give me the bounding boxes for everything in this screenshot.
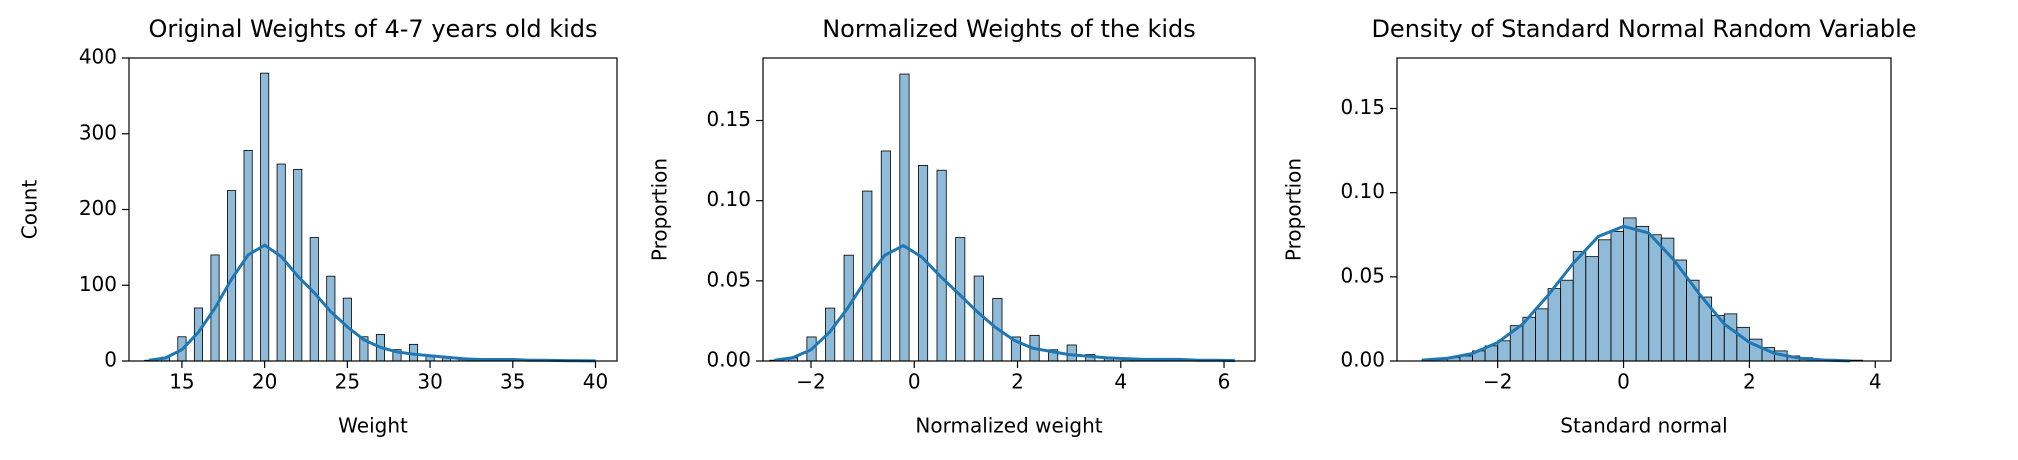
bar xyxy=(1723,313,1738,362)
bar xyxy=(1535,308,1549,362)
x-tick-label: 30 xyxy=(417,370,442,394)
x-tick-label: 40 xyxy=(583,370,608,394)
y-tick-label: 0.05 xyxy=(1340,263,1385,287)
kde-line xyxy=(774,243,1235,363)
bar xyxy=(1623,217,1637,362)
bar xyxy=(1497,340,1511,362)
kde-line xyxy=(1422,224,1851,363)
y-axis-label: Proportion xyxy=(1282,158,1306,261)
x-tick-label: 2 xyxy=(1743,370,1756,394)
kde-line xyxy=(148,243,596,363)
x-tick-label: 15 xyxy=(169,370,194,394)
x-tick-label: 25 xyxy=(335,370,360,394)
x-axis-label: Normalized weight xyxy=(915,414,1102,438)
y-axis-label: Proportion xyxy=(648,158,672,261)
bar xyxy=(1597,239,1612,362)
x-tick-label: 0 xyxy=(1617,370,1630,394)
y-tick-label: 0.15 xyxy=(706,107,751,131)
y-tick-label: 0.10 xyxy=(1340,179,1385,203)
bar xyxy=(1648,234,1662,362)
bar xyxy=(1547,288,1562,362)
bar xyxy=(326,275,336,362)
y-tick-label: 0.15 xyxy=(1340,95,1385,119)
axes-frame xyxy=(762,57,1256,362)
bar xyxy=(309,237,319,362)
bar xyxy=(936,169,947,362)
bar xyxy=(1585,256,1599,362)
x-tick-label: 2 xyxy=(1011,370,1024,394)
x-axis-label: Weight xyxy=(338,414,408,438)
y-tick-label: 0.00 xyxy=(1340,348,1385,372)
bar xyxy=(293,168,303,362)
x-axis-label: Standard normal xyxy=(1560,414,1727,438)
y-tick-label: 100 xyxy=(79,272,117,296)
y-tick-label: 200 xyxy=(79,196,117,220)
y-tick-label: 0.10 xyxy=(706,187,751,211)
bar xyxy=(973,275,984,362)
x-tick-label: 20 xyxy=(252,370,277,394)
bar xyxy=(899,73,910,362)
y-tick-label: 0 xyxy=(104,348,117,372)
axes-frame xyxy=(128,57,618,362)
bar xyxy=(1572,251,1587,362)
bar xyxy=(1635,225,1650,362)
y-tick-label: 0.00 xyxy=(706,348,751,372)
bar xyxy=(276,163,286,362)
x-tick-label: −2 xyxy=(1483,370,1512,394)
x-tick-label: 4 xyxy=(1114,370,1127,394)
x-tick-label: 0 xyxy=(908,370,921,394)
bar xyxy=(1560,279,1574,362)
bar xyxy=(1610,230,1624,362)
chart-title: Original Weights of 4-7 years old kids xyxy=(148,15,597,43)
chart-title: Density of Standard Normal Random Variab… xyxy=(1371,15,1916,43)
axes-frame xyxy=(1396,57,1892,362)
y-tick-label: 400 xyxy=(79,45,117,69)
bar xyxy=(1736,326,1750,362)
x-tick-label: 35 xyxy=(500,370,525,394)
x-tick-label: 4 xyxy=(1869,370,1882,394)
bar xyxy=(260,72,270,362)
y-tick-label: 0.05 xyxy=(706,267,751,291)
y-axis-label: Count xyxy=(18,180,42,240)
x-tick-label: −2 xyxy=(796,370,825,394)
x-tick-label: 6 xyxy=(1218,370,1231,394)
y-tick-label: 300 xyxy=(79,120,117,144)
chart-title: Normalized Weights of the kids xyxy=(822,15,1196,43)
